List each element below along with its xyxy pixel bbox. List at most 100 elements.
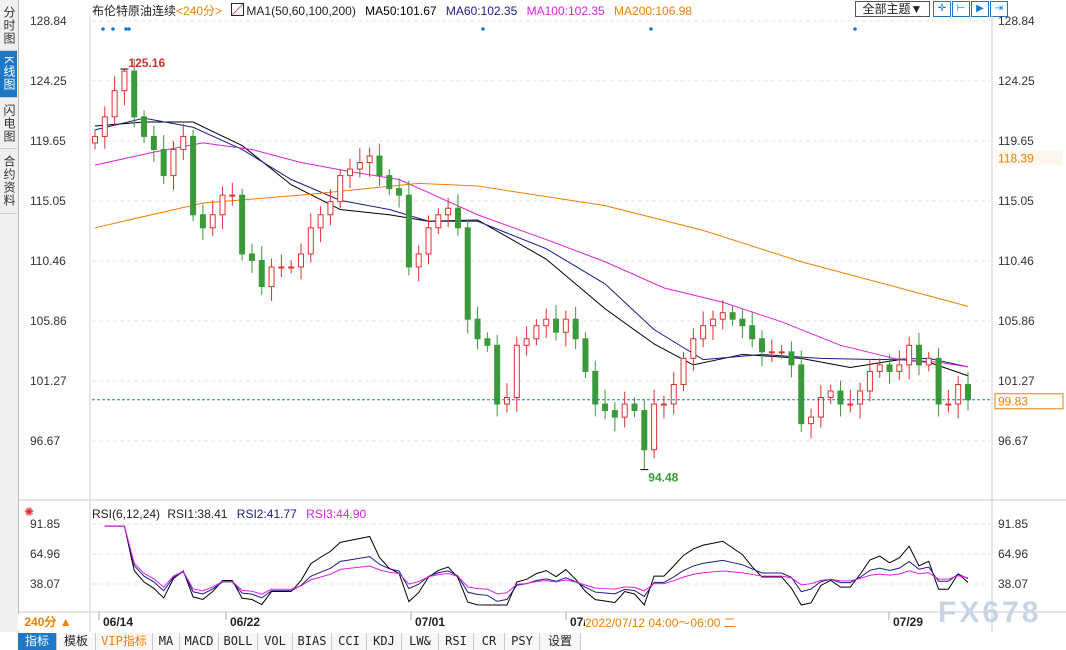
candle-body bbox=[464, 227, 471, 320]
candle-body bbox=[837, 390, 844, 405]
candle-body bbox=[778, 351, 785, 354]
candle-body bbox=[955, 383, 962, 405]
candle-body bbox=[425, 227, 432, 255]
indicator-tab[interactable]: 设置 bbox=[540, 633, 581, 650]
tab-kline-chart[interactable]: K线图 bbox=[0, 51, 17, 98]
period-button[interactable]: 240分 ▲ bbox=[18, 614, 78, 631]
candle-body bbox=[160, 148, 167, 177]
fit-range-icon[interactable]: ⊢ bbox=[952, 1, 970, 17]
ma60-value: MA60:102.35 bbox=[445, 4, 518, 18]
candle-body bbox=[523, 338, 530, 346]
candle-body bbox=[827, 390, 834, 399]
candle-body bbox=[553, 318, 560, 333]
candle-body bbox=[700, 325, 707, 340]
ma-settings-icon[interactable] bbox=[231, 3, 245, 16]
candle-body bbox=[415, 253, 422, 268]
ma100-value: MA100:102.35 bbox=[526, 4, 605, 18]
ma200-line bbox=[94, 182, 969, 307]
rsi-settings-icon[interactable]: ✺ bbox=[24, 505, 35, 519]
indicator-tab[interactable]: CR bbox=[474, 633, 505, 650]
indicator-tab[interactable]: RSI bbox=[439, 633, 474, 650]
rsi-tick-left: 64.96 bbox=[30, 547, 61, 561]
instrument-title: 布伦特原油连续 bbox=[92, 4, 177, 18]
candle-body bbox=[150, 135, 157, 150]
y-tick-right: 101.27 bbox=[998, 373, 1035, 388]
candle-body bbox=[239, 194, 246, 255]
theme-select[interactable]: 全部主题▼ bbox=[855, 1, 930, 17]
indicator-tab[interactable]: 模板 bbox=[57, 633, 96, 650]
candle-body bbox=[876, 364, 883, 372]
indicator-tab[interactable]: VIP指标 bbox=[96, 633, 153, 650]
candle-body bbox=[248, 253, 255, 261]
candle-body bbox=[896, 364, 903, 372]
indicator-tab[interactable]: 指标 bbox=[18, 633, 57, 650]
rsi3-line bbox=[104, 525, 969, 595]
candle-body bbox=[631, 403, 638, 412]
candle-body bbox=[592, 370, 599, 405]
event-marker-icon bbox=[101, 27, 105, 31]
rsi-tick-right: 64.96 bbox=[998, 547, 1029, 561]
play-forward-icon[interactable]: ▶ bbox=[971, 1, 989, 17]
candle-body bbox=[229, 194, 236, 197]
indicator-tab[interactable]: BIAS bbox=[293, 633, 332, 650]
candle-body bbox=[690, 338, 697, 359]
candle-body bbox=[709, 318, 716, 327]
candle-body bbox=[788, 351, 795, 366]
candle-body bbox=[141, 116, 148, 137]
tab-flash-chart[interactable]: 闪电图 bbox=[0, 98, 17, 149]
candle-body bbox=[337, 175, 344, 203]
ma100-line bbox=[94, 142, 969, 368]
candle-body bbox=[219, 194, 226, 216]
candle-body bbox=[611, 410, 618, 418]
candle-body bbox=[111, 90, 118, 118]
y-tick-right: 128.84 bbox=[998, 14, 1035, 28]
jump-end-icon[interactable]: ⇥ bbox=[990, 1, 1008, 17]
candle-body bbox=[670, 383, 677, 405]
candle-body bbox=[680, 357, 687, 385]
indicator-tab[interactable]: LW& bbox=[402, 633, 439, 650]
indicator-tab[interactable]: BOLL bbox=[219, 633, 258, 650]
candle-body bbox=[768, 351, 775, 354]
indicator-tab[interactable]: KDJ bbox=[367, 633, 402, 650]
tab-time-chart[interactable]: 分时图 bbox=[0, 0, 17, 51]
y-tick-right: 119.65 bbox=[998, 133, 1034, 148]
y-tick-left: 128.84 bbox=[30, 14, 67, 28]
candle-body bbox=[572, 318, 579, 340]
y-tick-left: 105.86 bbox=[30, 314, 67, 329]
event-marker-icon bbox=[481, 27, 485, 31]
candle-body bbox=[278, 266, 285, 269]
y-tick-left: 124.25 bbox=[30, 73, 67, 88]
candle-body bbox=[602, 403, 609, 412]
tab-contract-info[interactable]: 合约资料 bbox=[0, 149, 17, 214]
event-marker-icon bbox=[111, 27, 115, 31]
candle-body bbox=[366, 155, 373, 164]
indicator-tab[interactable]: CCI bbox=[332, 633, 367, 650]
watermark-logo: FX678 bbox=[938, 596, 1042, 629]
rsi2-line bbox=[104, 525, 969, 602]
candle-body bbox=[288, 266, 295, 269]
indicator-tab[interactable]: MACD bbox=[180, 633, 219, 650]
y-tick-right: 110.46 bbox=[998, 253, 1034, 268]
candle-body bbox=[719, 312, 726, 320]
candle-body bbox=[386, 175, 393, 190]
indicator-tab[interactable]: MA bbox=[153, 633, 180, 650]
y-tick-right: 96.67 bbox=[998, 434, 1029, 448]
candle-body bbox=[405, 194, 412, 268]
candle-body bbox=[965, 383, 971, 401]
ma60-line bbox=[94, 117, 969, 368]
price-chart[interactable]: 125.16 94.48 99.83 118.39 06/14 06/22 07/01 07/… bbox=[0, 0, 1066, 632]
indicator-tab[interactable]: VOL bbox=[258, 633, 293, 650]
candle-body bbox=[621, 403, 628, 418]
candle-body bbox=[396, 188, 403, 196]
candle-body bbox=[101, 116, 108, 137]
candle-body bbox=[356, 162, 363, 170]
candle-body bbox=[729, 312, 736, 320]
candle-body bbox=[660, 403, 667, 406]
crosshair-icon[interactable]: ✛ bbox=[933, 1, 951, 17]
candle-body bbox=[925, 357, 932, 366]
candle-body bbox=[484, 338, 491, 346]
candle-body bbox=[759, 338, 766, 353]
event-marker-icon bbox=[649, 27, 653, 31]
candle-body bbox=[494, 344, 501, 405]
indicator-tab[interactable]: PSY bbox=[505, 633, 540, 650]
